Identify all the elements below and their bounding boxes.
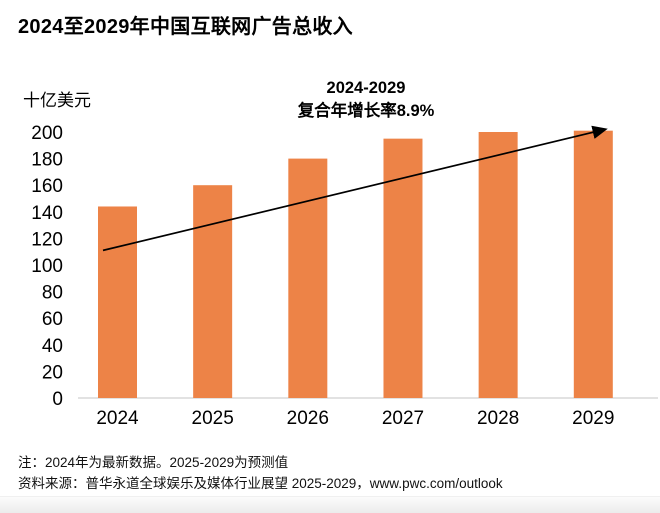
y-tick-label: 120 [31, 229, 63, 250]
bar-2025 [193, 185, 233, 398]
y-tick-label: 100 [31, 256, 63, 277]
cagr-annotation-period: 2024-2029 [326, 79, 406, 97]
bar-2028 [478, 132, 518, 398]
page-title: 2024至2029年中国互联网广告总收入 [18, 16, 353, 38]
y-tick-label: 180 [31, 150, 63, 171]
footnote-note: 注：2024年为最新数据。2025-2029为预测值 [18, 455, 289, 470]
x-tick-label-2026: 2026 [287, 408, 329, 429]
bottom-shadow-strip [0, 496, 660, 513]
x-tick-label-2027: 2027 [382, 408, 424, 429]
y-tick-label: 60 [42, 309, 63, 330]
y-tick-label: 20 [42, 362, 63, 383]
x-tick-label-2028: 2028 [477, 408, 519, 429]
x-tick-label-2029: 2029 [572, 408, 614, 429]
y-tick-label: 80 [42, 283, 63, 304]
y-tick-label: 140 [31, 203, 63, 224]
bar-chart: 0 20 40 60 80 100 120 140 160 180 200 2024 2025 2026 2… [31, 123, 658, 429]
y-tick-label: 0 [52, 389, 63, 410]
y-axis-unit-label: 十亿美元 [23, 91, 91, 110]
bar-2029 [573, 130, 613, 399]
footnotes: 注：2024年为最新数据。2025-2029为预测值 资料来源：普华永道全球娱乐… [18, 452, 503, 494]
x-tick-label-2025: 2025 [192, 408, 234, 429]
footnote-source: 资料来源：普华永道全球娱乐及媒体行业展望 2025-2029，www.pwc.c… [18, 476, 503, 491]
x-tick-label-2024: 2024 [96, 408, 139, 429]
y-tick-label: 160 [31, 176, 63, 197]
bar-2024 [98, 206, 137, 398]
bar-2026 [288, 158, 328, 398]
cagr-annotation: 2024-2029 复合年增长率8.9% [235, 77, 497, 123]
y-tick-label: 40 [42, 336, 63, 357]
cagr-trend-arrow [102, 125, 608, 252]
cagr-annotation-rate: 复合年增长率8.9% [297, 102, 435, 120]
y-tick-label: 200 [31, 123, 63, 144]
